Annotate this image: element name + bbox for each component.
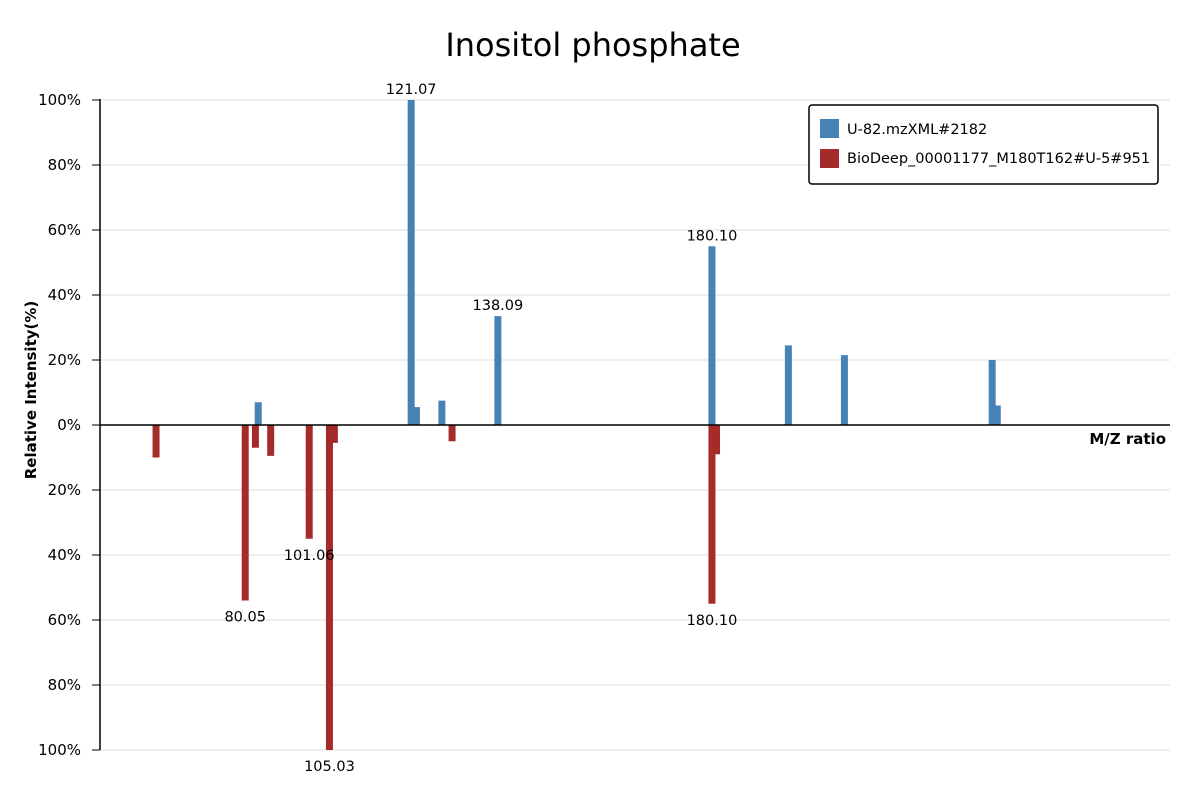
peak-bar xyxy=(993,405,1001,425)
legend-label-series-2: BioDeep_00001177_M180T162#U-5#951 xyxy=(847,151,1150,167)
y-ticks: 100% 80% 60% 40% 20% 0% 20% 40% 60% 80% 100% xyxy=(38,91,100,759)
peak-bar xyxy=(305,425,313,539)
peak-bar xyxy=(267,425,275,456)
axes xyxy=(99,99,1170,750)
y-tick-label: 40% xyxy=(48,546,81,564)
peak-label: 101.06 xyxy=(284,548,335,564)
peak-bar xyxy=(784,345,792,425)
peak-bar xyxy=(407,100,415,425)
peak-bars xyxy=(152,100,1001,750)
y-tick-label: 40% xyxy=(48,286,81,304)
peak-label: 180.10 xyxy=(687,228,738,244)
peak-label: 138.09 xyxy=(473,298,524,314)
legend-swatch-series-2 xyxy=(820,149,839,168)
y-tick-label: 20% xyxy=(48,351,81,369)
peak-bar xyxy=(840,355,848,425)
legend-swatch-series-1 xyxy=(820,119,839,138)
peak-bar xyxy=(412,407,420,425)
peak-bar xyxy=(241,425,249,601)
peak-label: 105.03 xyxy=(304,759,355,775)
peak-bar xyxy=(713,425,721,455)
y-tick-label: 80% xyxy=(48,676,81,694)
y-axis-title: Relative Intensity(%) xyxy=(22,301,40,480)
grid-lines xyxy=(100,99,1170,751)
peak-labels: 121.07 138.09 180.10 80.05 101.06 105.03 180.1… xyxy=(224,82,737,775)
peak-bar xyxy=(251,425,259,448)
peak-bar xyxy=(254,402,262,425)
peak-bar xyxy=(330,425,338,443)
y-tick-label: 80% xyxy=(48,156,81,174)
y-tick-label: 20% xyxy=(48,481,81,499)
y-tick-label: 60% xyxy=(48,221,81,239)
y-tick-label: 0% xyxy=(57,416,81,434)
legend: U-82.mzXML#2182 BioDeep_00001177_M180T16… xyxy=(808,104,1159,185)
peak-bar xyxy=(988,360,996,425)
peak-bar xyxy=(438,400,446,425)
y-tick-label: 100% xyxy=(38,741,81,759)
peak-bar xyxy=(708,425,716,604)
peak-label: 180.10 xyxy=(687,613,738,629)
legend-label-series-1: U-82.mzXML#2182 xyxy=(847,122,987,138)
peak-bar xyxy=(325,425,333,750)
peak-label: 80.05 xyxy=(224,610,266,626)
legend-box xyxy=(808,104,1159,185)
peak-label: 121.07 xyxy=(386,82,437,98)
y-tick-label: 100% xyxy=(38,91,81,109)
peak-bar xyxy=(152,425,160,458)
x-axis-title: M/Z ratio xyxy=(1089,430,1166,448)
peak-bar xyxy=(494,316,502,425)
y-tick-label: 60% xyxy=(48,611,81,629)
chart-title: Inositol phosphate xyxy=(445,26,741,64)
peak-bar xyxy=(448,425,456,442)
peak-bar xyxy=(708,246,716,425)
